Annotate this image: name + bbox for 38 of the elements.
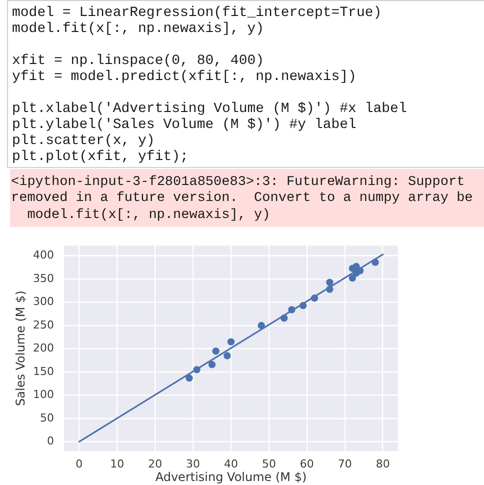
y-tick-label: 200 bbox=[33, 342, 54, 355]
text: model.fit(x[:, np.newaxis], y) bbox=[27, 208, 270, 224]
text: plt.scatter(x, y) bbox=[12, 133, 155, 149]
text: plt.xlabel('Advertising Volume (M $)') #x label bbox=[12, 101, 407, 117]
x-tick-label: 20 bbox=[148, 457, 162, 470]
point bbox=[348, 274, 356, 282]
y-tick-label: 300 bbox=[33, 295, 54, 308]
text: plt.ylabel('Sales Volume (M $)') #y label bbox=[12, 117, 356, 133]
text: model = LinearRegression(fit_intercept=True) bbox=[12, 5, 382, 21]
point bbox=[208, 360, 216, 368]
x-axis-title: Advertising Volume (M $) bbox=[155, 470, 307, 484]
x-tick-label: 30 bbox=[186, 457, 200, 470]
y-tick-label: 50 bbox=[40, 411, 54, 424]
y-tick-label: 0 bbox=[47, 434, 54, 448]
x-tick-label: 80 bbox=[376, 457, 390, 470]
y-tick-label: 150 bbox=[33, 364, 54, 378]
y-tick-label: 100 bbox=[33, 388, 54, 402]
text: plt.plot(xfit, yfit); bbox=[12, 149, 188, 165]
text: removed in a future version. Convert to a numpy array be bbox=[11, 191, 473, 207]
y-tick-label: 250 bbox=[33, 318, 54, 332]
y-tick-label: 350 bbox=[33, 272, 54, 285]
x-tick-label: 70 bbox=[338, 457, 352, 470]
y-axis-title: Sales Volume (M $) bbox=[13, 290, 28, 406]
y-tick-label: 400 bbox=[33, 248, 54, 262]
text: xfit = np.linspace(0, 80, 400) bbox=[12, 53, 264, 69]
point bbox=[224, 352, 231, 360]
x-tick-label: 0 bbox=[76, 457, 83, 470]
x-tick-label: 50 bbox=[262, 457, 276, 470]
x-tick-label: 10 bbox=[110, 457, 124, 470]
text: <ipython-input-3-f2801a850e83>:3: FutureWarning: Support bbox=[11, 174, 465, 190]
point bbox=[227, 338, 235, 346]
x-tick-label: 40 bbox=[224, 457, 238, 470]
point bbox=[326, 278, 334, 286]
x-tick-label: 60 bbox=[300, 457, 314, 470]
point bbox=[186, 374, 193, 382]
point bbox=[212, 347, 220, 355]
text: yfit = model.predict(xfit[:, np.newaxis]) bbox=[12, 69, 356, 85]
text: model.fit(x[:, np.newaxis], y) bbox=[12, 21, 264, 37]
